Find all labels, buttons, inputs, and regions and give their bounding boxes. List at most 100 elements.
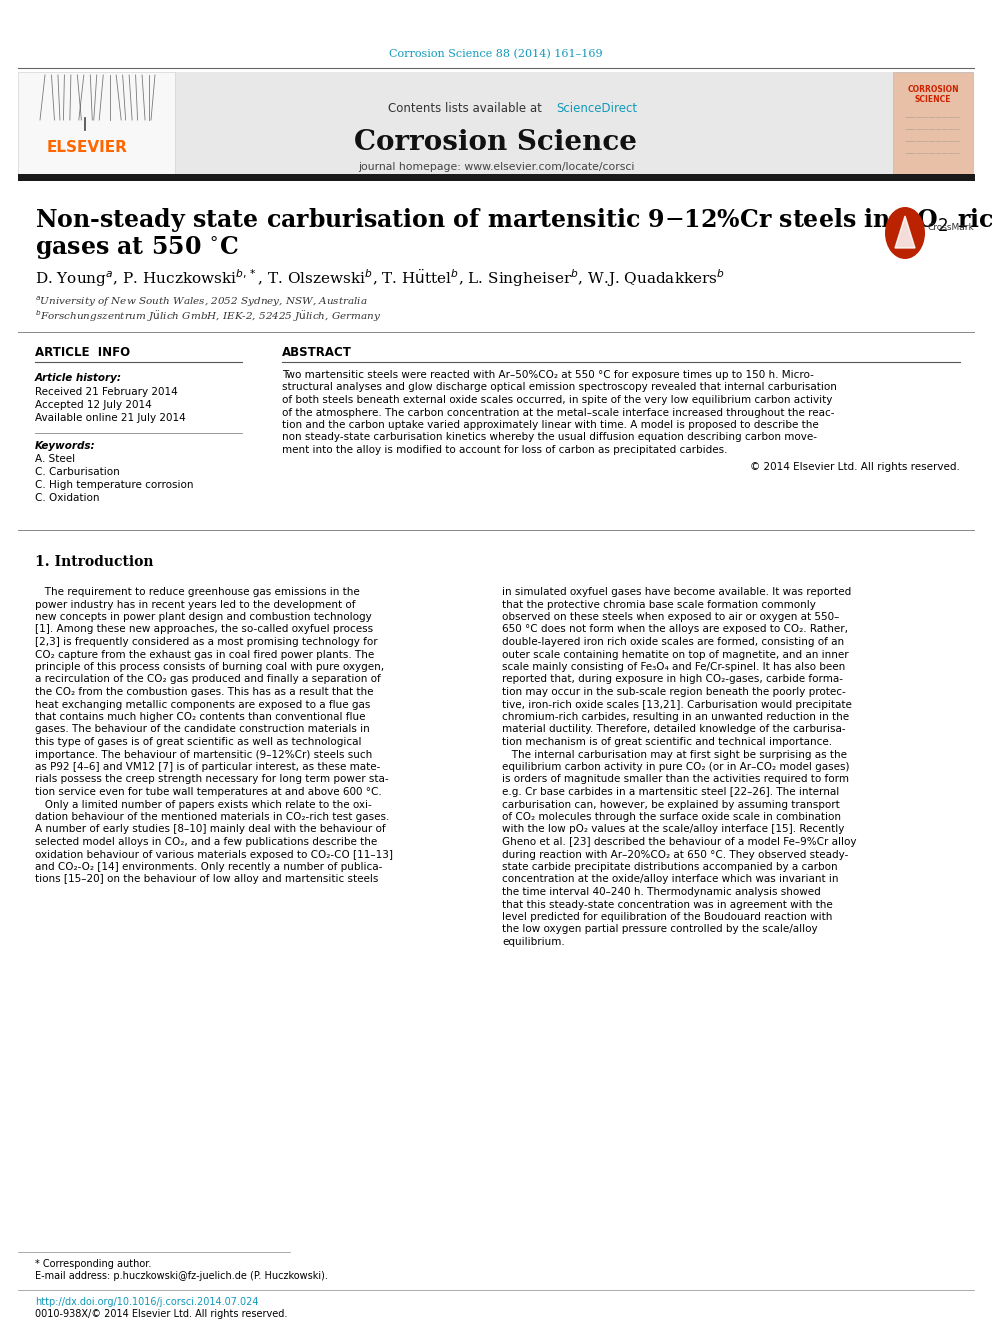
Text: reported that, during exposure in high CO₂-gases, carbide forma-: reported that, during exposure in high C… bbox=[502, 675, 843, 684]
Text: CORROSION: CORROSION bbox=[908, 86, 959, 94]
Text: Accepted 12 July 2014: Accepted 12 July 2014 bbox=[35, 400, 152, 410]
Text: e.g. Cr base carbides in a martensitic steel [22–26]. The internal: e.g. Cr base carbides in a martensitic s… bbox=[502, 787, 839, 796]
Text: ABSTRACT: ABSTRACT bbox=[282, 345, 352, 359]
Text: during reaction with Ar–20%CO₂ at 650 °C. They observed steady-: during reaction with Ar–20%CO₂ at 650 °C… bbox=[502, 849, 848, 860]
Polygon shape bbox=[895, 216, 915, 247]
Text: rials possess the creep strength necessary for long term power sta-: rials possess the creep strength necessa… bbox=[35, 774, 389, 785]
Text: D. Young$^{a}$, P. Huczkowski$^{b,*}$, T. Olszewski$^{b}$, T. H$\ddot{\rm u}$tte: D. Young$^{a}$, P. Huczkowski$^{b,*}$, T… bbox=[35, 267, 725, 288]
Text: chromium-rich carbides, resulting in an unwanted reduction in the: chromium-rich carbides, resulting in an … bbox=[502, 712, 849, 722]
Text: importance. The behaviour of martensitic (9–12%Cr) steels such: importance. The behaviour of martensitic… bbox=[35, 750, 372, 759]
Text: equilibrium.: equilibrium. bbox=[502, 937, 564, 947]
Text: oxidation behaviour of various materials exposed to CO₂-CO [11–13]: oxidation behaviour of various materials… bbox=[35, 849, 393, 860]
Text: C. Carburisation: C. Carburisation bbox=[35, 467, 120, 478]
Text: [1]. Among these new approaches, the so-called oxyfuel process: [1]. Among these new approaches, the so-… bbox=[35, 624, 373, 635]
Text: The requirement to reduce greenhouse gas emissions in the: The requirement to reduce greenhouse gas… bbox=[35, 587, 360, 597]
Text: observed on these steels when exposed to air or oxygen at 550–: observed on these steels when exposed to… bbox=[502, 613, 839, 622]
Text: Only a limited number of papers exists which relate to the oxi-: Only a limited number of papers exists w… bbox=[35, 799, 372, 810]
Text: level predicted for equilibration of the Boudouard reaction with: level predicted for equilibration of the… bbox=[502, 912, 832, 922]
Text: ARTICLE  INFO: ARTICLE INFO bbox=[35, 345, 130, 359]
Bar bbox=[18, 175, 975, 181]
Text: heat exchanging metallic components are exposed to a flue gas: heat exchanging metallic components are … bbox=[35, 700, 370, 709]
Text: in simulated oxyfuel gases have become available. It was reported: in simulated oxyfuel gases have become a… bbox=[502, 587, 851, 597]
Text: ELSEVIER: ELSEVIER bbox=[47, 140, 127, 156]
Text: Two martensitic steels were reacted with Ar–50%CO₂ at 550 °C for exposure times : Two martensitic steels were reacted with… bbox=[282, 370, 813, 380]
Text: of the atmosphere. The carbon concentration at the metal–scale interface increas: of the atmosphere. The carbon concentrat… bbox=[282, 407, 834, 418]
Text: outer scale containing hematite on top of magnetite, and an inner: outer scale containing hematite on top o… bbox=[502, 650, 848, 659]
Text: as P92 [4–6] and VM12 [7] is of particular interest, as these mate-: as P92 [4–6] and VM12 [7] is of particul… bbox=[35, 762, 380, 773]
Text: tion mechanism is of great scientific and technical importance.: tion mechanism is of great scientific an… bbox=[502, 737, 832, 747]
Text: tion may occur in the sub-scale region beneath the poorly protec-: tion may occur in the sub-scale region b… bbox=[502, 687, 846, 697]
Text: principle of this process consists of burning coal with pure oxygen,: principle of this process consists of bu… bbox=[35, 662, 384, 672]
Text: material ductility. Therefore, detailed knowledge of the carburisa-: material ductility. Therefore, detailed … bbox=[502, 725, 845, 734]
Text: non steady-state carburisation kinetics whereby the usual diffusion equation des: non steady-state carburisation kinetics … bbox=[282, 433, 817, 442]
Text: that the protective chromia base scale formation commonly: that the protective chromia base scale f… bbox=[502, 599, 815, 610]
Text: this type of gases is of great scientific as well as technological: this type of gases is of great scientifi… bbox=[35, 737, 361, 747]
Text: selected model alloys in CO₂, and a few publications describe the: selected model alloys in CO₂, and a few … bbox=[35, 837, 377, 847]
Text: a recirculation of the CO₂ gas produced and finally a separation of: a recirculation of the CO₂ gas produced … bbox=[35, 675, 381, 684]
Text: SCIENCE: SCIENCE bbox=[915, 95, 951, 105]
Text: CO₂ capture from the exhaust gas in coal fired power plants. The: CO₂ capture from the exhaust gas in coal… bbox=[35, 650, 374, 659]
Text: —————————: ————————— bbox=[905, 139, 961, 144]
Text: dation behaviour of the mentioned materials in CO₂-rich test gases.: dation behaviour of the mentioned materi… bbox=[35, 812, 390, 822]
Ellipse shape bbox=[885, 206, 925, 259]
Text: 650 °C does not form when the alloys are exposed to CO₂. Rather,: 650 °C does not form when the alloys are… bbox=[502, 624, 848, 635]
Text: equilibrium carbon activity in pure CO₂ (or in Ar–CO₂ model gases): equilibrium carbon activity in pure CO₂ … bbox=[502, 762, 849, 773]
Text: is orders of magnitude smaller than the activities required to form: is orders of magnitude smaller than the … bbox=[502, 774, 849, 785]
Text: $^{b}$Forschungszentrum J$\ddot{\rm u}$lich GmbH, IEK-2, 52425 J$\ddot{\rm u}$li: $^{b}$Forschungszentrum J$\ddot{\rm u}$l… bbox=[35, 308, 381, 324]
Text: C. Oxidation: C. Oxidation bbox=[35, 493, 99, 503]
Text: the CO₂ from the combustion gases. This has as a result that the: the CO₂ from the combustion gases. This … bbox=[35, 687, 374, 697]
Text: $^{a}$University of New South Wales, 2052 Sydney, NSW, Australia: $^{a}$University of New South Wales, 205… bbox=[35, 295, 368, 310]
Text: gases at 550 $^{\circ}$C: gases at 550 $^{\circ}$C bbox=[35, 234, 239, 262]
Text: © 2014 Elsevier Ltd. All rights reserved.: © 2014 Elsevier Ltd. All rights reserved… bbox=[750, 462, 960, 471]
Text: journal homepage: www.elsevier.com/locate/corsci: journal homepage: www.elsevier.com/locat… bbox=[358, 161, 634, 172]
Bar bbox=[18, 71, 175, 175]
Text: power industry has in recent years led to the development of: power industry has in recent years led t… bbox=[35, 599, 355, 610]
Text: * Corresponding author.: * Corresponding author. bbox=[35, 1259, 152, 1269]
Text: —————————: ————————— bbox=[905, 115, 961, 120]
Text: state carbide precipitate distributions accompanied by a carbon: state carbide precipitate distributions … bbox=[502, 863, 837, 872]
Text: that contains much higher CO₂ contents than conventional flue: that contains much higher CO₂ contents t… bbox=[35, 712, 365, 722]
Text: that this steady-state concentration was in agreement with the: that this steady-state concentration was… bbox=[502, 900, 832, 909]
Text: Non-steady state carburisation of martensitic 9$-$12%Cr steels in CO$_2$ rich: Non-steady state carburisation of marten… bbox=[35, 206, 992, 234]
Text: the low oxygen partial pressure controlled by the scale/alloy: the low oxygen partial pressure controll… bbox=[502, 925, 817, 934]
Text: Received 21 February 2014: Received 21 February 2014 bbox=[35, 388, 178, 397]
Text: Gheno et al. [23] described the behaviour of a model Fe–9%Cr alloy: Gheno et al. [23] described the behaviou… bbox=[502, 837, 856, 847]
Text: new concepts in power plant design and combustion technology: new concepts in power plant design and c… bbox=[35, 613, 372, 622]
Text: Available online 21 July 2014: Available online 21 July 2014 bbox=[35, 413, 186, 423]
Text: double-layered iron rich oxide scales are formed, consisting of an: double-layered iron rich oxide scales ar… bbox=[502, 636, 844, 647]
Text: The internal carburisation may at first sight be surprising as the: The internal carburisation may at first … bbox=[502, 750, 847, 759]
Text: Contents lists available at: Contents lists available at bbox=[388, 102, 546, 115]
Text: of CO₂ molecules through the surface oxide scale in combination: of CO₂ molecules through the surface oxi… bbox=[502, 812, 841, 822]
Text: A number of early studies [8–10] mainly deal with the behaviour of: A number of early studies [8–10] mainly … bbox=[35, 824, 386, 835]
Text: tive, iron-rich oxide scales [13,21]. Carburisation would precipitate: tive, iron-rich oxide scales [13,21]. Ca… bbox=[502, 700, 852, 709]
Text: with the low pO₂ values at the scale/alloy interface [15]. Recently: with the low pO₂ values at the scale/all… bbox=[502, 824, 844, 835]
Text: 1. Introduction: 1. Introduction bbox=[35, 556, 154, 569]
Bar bbox=[893, 71, 973, 175]
Text: E-mail address: p.huczkowski@fz-juelich.de (P. Huczkowski).: E-mail address: p.huczkowski@fz-juelich.… bbox=[35, 1271, 328, 1281]
Text: —————————: ————————— bbox=[905, 127, 961, 132]
Text: tion service even for tube wall temperatures at and above 600 °C.: tion service even for tube wall temperat… bbox=[35, 787, 382, 796]
Text: ScienceDirect: ScienceDirect bbox=[556, 102, 637, 115]
Bar bbox=[175, 71, 893, 175]
Text: structural analyses and glow discharge optical emission spectroscopy revealed th: structural analyses and glow discharge o… bbox=[282, 382, 837, 393]
Text: Corrosion Science: Corrosion Science bbox=[354, 130, 638, 156]
Text: and CO₂-O₂ [14] environments. Only recently a number of publica-: and CO₂-O₂ [14] environments. Only recen… bbox=[35, 863, 382, 872]
Text: tions [15–20] on the behaviour of low alloy and martensitic steels: tions [15–20] on the behaviour of low al… bbox=[35, 875, 378, 885]
Text: C. High temperature corrosion: C. High temperature corrosion bbox=[35, 480, 193, 490]
Text: of both steels beneath external oxide scales occurred, in spite of the very low : of both steels beneath external oxide sc… bbox=[282, 396, 832, 405]
Text: 0010-938X/© 2014 Elsevier Ltd. All rights reserved.: 0010-938X/© 2014 Elsevier Ltd. All right… bbox=[35, 1308, 288, 1319]
Text: [2,3] is frequently considered as a most promising technology for: [2,3] is frequently considered as a most… bbox=[35, 636, 378, 647]
Text: Corrosion Science 88 (2014) 161–169: Corrosion Science 88 (2014) 161–169 bbox=[389, 49, 603, 60]
Text: CrossMark: CrossMark bbox=[927, 224, 974, 233]
Text: carburisation can, however, be explained by assuming transport: carburisation can, however, be explained… bbox=[502, 799, 840, 810]
Text: gases. The behaviour of the candidate construction materials in: gases. The behaviour of the candidate co… bbox=[35, 725, 370, 734]
Text: http://dx.doi.org/10.1016/j.corsci.2014.07.024: http://dx.doi.org/10.1016/j.corsci.2014.… bbox=[35, 1297, 259, 1307]
Text: concentration at the oxide/alloy interface which was invariant in: concentration at the oxide/alloy interfa… bbox=[502, 875, 838, 885]
Text: —————————: ————————— bbox=[905, 152, 961, 156]
Text: the time interval 40–240 h. Thermodynamic analysis showed: the time interval 40–240 h. Thermodynami… bbox=[502, 886, 820, 897]
Text: Keywords:: Keywords: bbox=[35, 441, 95, 451]
Text: Article history:: Article history: bbox=[35, 373, 122, 382]
Text: scale mainly consisting of Fe₃O₄ and Fe/Cr-spinel. It has also been: scale mainly consisting of Fe₃O₄ and Fe/… bbox=[502, 662, 845, 672]
Text: ment into the alloy is modified to account for loss of carbon as precipitated ca: ment into the alloy is modified to accou… bbox=[282, 445, 727, 455]
Text: tion and the carbon uptake varied approximately linear with time. A model is pro: tion and the carbon uptake varied approx… bbox=[282, 419, 818, 430]
